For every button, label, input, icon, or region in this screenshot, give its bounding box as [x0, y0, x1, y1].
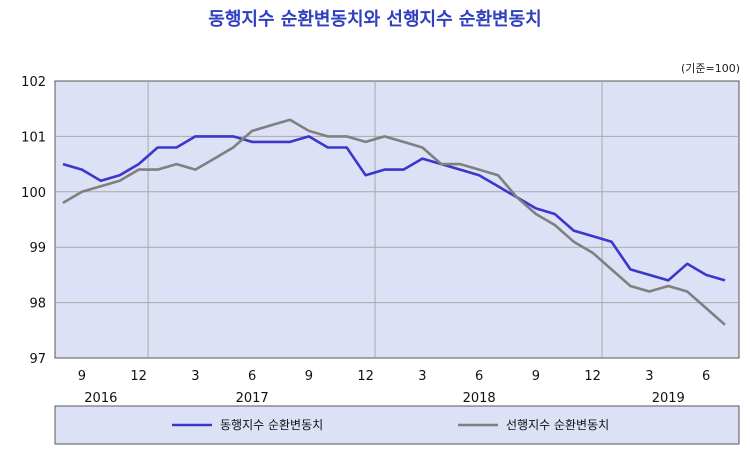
x-tick-label: 12 [357, 369, 374, 384]
x-tick-label: 12 [130, 369, 147, 384]
x-tick-label: 3 [191, 369, 199, 384]
year-label: 2016 [84, 391, 117, 406]
y-tick-label: 100 [21, 186, 46, 201]
series-line-2 [62, 118, 726, 326]
x-tick-label: 9 [305, 369, 313, 384]
x-tick-label: 6 [702, 369, 710, 384]
x-tick-label: 3 [418, 369, 426, 384]
series-line-1 [62, 135, 726, 282]
year-label: 2018 [463, 391, 496, 406]
y-tick-label: 98 [29, 297, 46, 312]
x-tick-label: 6 [248, 369, 256, 384]
legend-label-1: 동행지수 순환변동치 [220, 417, 323, 432]
x-tick-label: 3 [645, 369, 653, 384]
y-tick-label: 97 [29, 352, 46, 367]
chart-title: 동행지수 순환변동치와 선행지수 순환변동치 [208, 9, 542, 30]
year-label: 2017 [236, 391, 269, 406]
plot-area [54, 80, 740, 359]
legend-label-2: 선행지수 순환변동치 [506, 417, 609, 432]
y-tick-label: 102 [21, 75, 46, 90]
x-tick-label: 9 [78, 369, 86, 384]
x-tick-label: 9 [532, 369, 540, 384]
year-label: 2019 [652, 391, 685, 406]
y-tick-label: 101 [21, 130, 46, 145]
unit-note: (기준=100) [680, 62, 740, 75]
x-tick-label: 12 [584, 369, 601, 384]
x-tick-label: 6 [475, 369, 483, 384]
legend-box [54, 405, 740, 445]
y-tick-label: 99 [29, 241, 46, 256]
